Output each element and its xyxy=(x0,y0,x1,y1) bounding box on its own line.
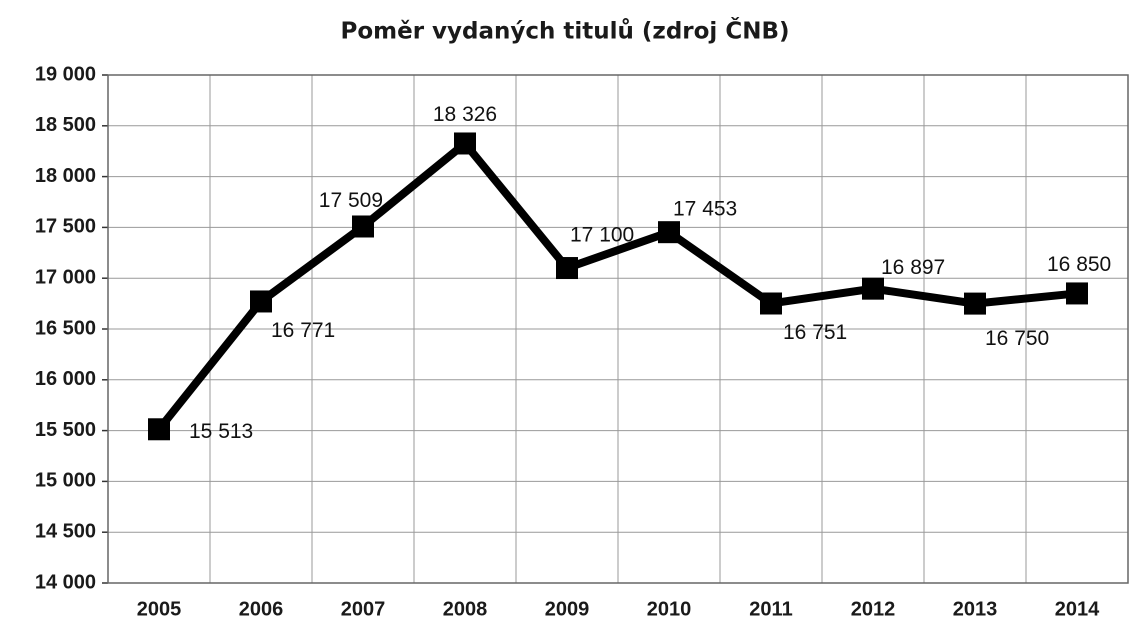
x-tick-label: 2005 xyxy=(137,598,182,620)
marker xyxy=(352,215,374,238)
marker xyxy=(250,290,272,313)
data-label: 16 771 xyxy=(271,319,335,342)
plot-frame xyxy=(107,74,1129,584)
data-label: 15 513 xyxy=(189,420,253,443)
data-line xyxy=(155,137,1078,432)
marker xyxy=(148,418,170,441)
marker xyxy=(658,221,680,244)
y-tick-label: 18 500 xyxy=(35,114,96,136)
y-tick-label: 15 500 xyxy=(35,419,96,441)
marker xyxy=(964,292,986,315)
chart-title: Poměr vydaných titulů (zdroj ČNB) xyxy=(340,17,789,45)
data-label: 18 326 xyxy=(433,103,497,126)
y-tick-label: 18 000 xyxy=(35,165,96,187)
data-label: 17 100 xyxy=(570,224,634,247)
data-label: 16 751 xyxy=(783,321,847,344)
marker xyxy=(760,292,782,315)
y-tick-label: 14 000 xyxy=(35,571,96,593)
x-tick-label: 2007 xyxy=(341,598,386,620)
data-label: 17 453 xyxy=(673,198,737,221)
y-tick-label: 17 500 xyxy=(35,216,96,238)
y-tick-label: 14 500 xyxy=(35,520,96,542)
y-tick-label: 16 500 xyxy=(35,317,96,339)
data-label: 16 897 xyxy=(881,256,945,279)
x-tick-label: 2013 xyxy=(953,598,998,620)
x-tick-label: 2012 xyxy=(851,598,896,620)
y-tick-label: 19 000 xyxy=(35,63,96,85)
y-tick-label: 17 000 xyxy=(35,266,96,288)
marker xyxy=(556,257,578,280)
y-tick-label: 15 000 xyxy=(35,470,96,492)
y-tick-label: 16 000 xyxy=(35,368,96,390)
marker xyxy=(454,132,476,155)
x-tick-label: 2009 xyxy=(545,598,590,620)
x-tick-label: 2006 xyxy=(239,598,284,620)
data-label: 16 750 xyxy=(985,327,1049,350)
data-label: 16 850 xyxy=(1047,253,1111,276)
x-tick-label: 2014 xyxy=(1055,598,1100,620)
x-tick-label: 2010 xyxy=(647,598,692,620)
data-label: 17 509 xyxy=(319,189,383,212)
marker xyxy=(862,277,884,300)
marker xyxy=(1066,282,1088,305)
x-tick-label: 2008 xyxy=(443,598,488,620)
x-tick-label: 2011 xyxy=(749,598,792,620)
